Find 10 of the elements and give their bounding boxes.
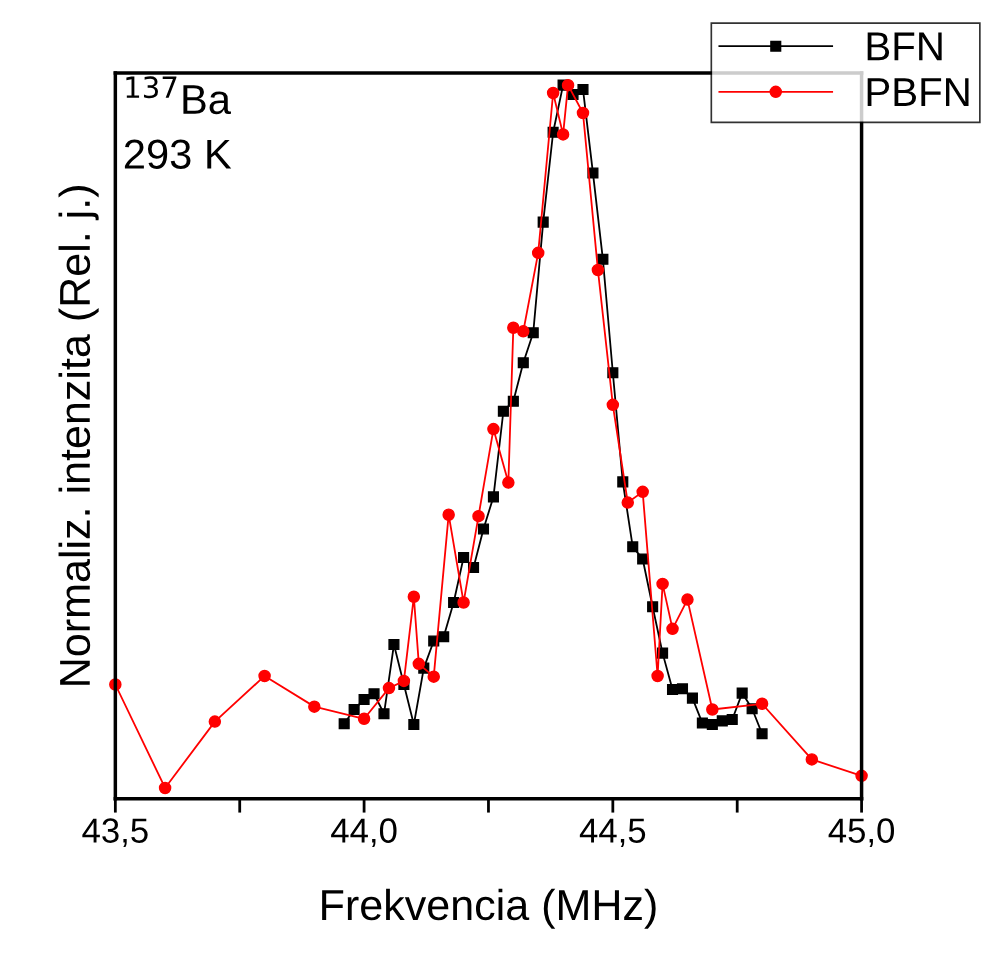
y-axis-title: Normaliz. intenzita (Rel. j.) [58, 186, 99, 685]
x-tick-label: 44,5 [579, 818, 646, 848]
x-tick-label: 43,5 [82, 818, 148, 848]
annotation: $^{137}$Ba [126, 76, 231, 115]
legend-label: PBFN [867, 78, 969, 106]
annotation: 293 K [124, 139, 232, 169]
x-tick-label: 45,0 [828, 818, 895, 848]
x-axis-title: Frekvencia (MHz) [322, 888, 656, 929]
x-tick-label: 44,0 [331, 818, 397, 848]
legend-label: BFN [867, 32, 942, 61]
